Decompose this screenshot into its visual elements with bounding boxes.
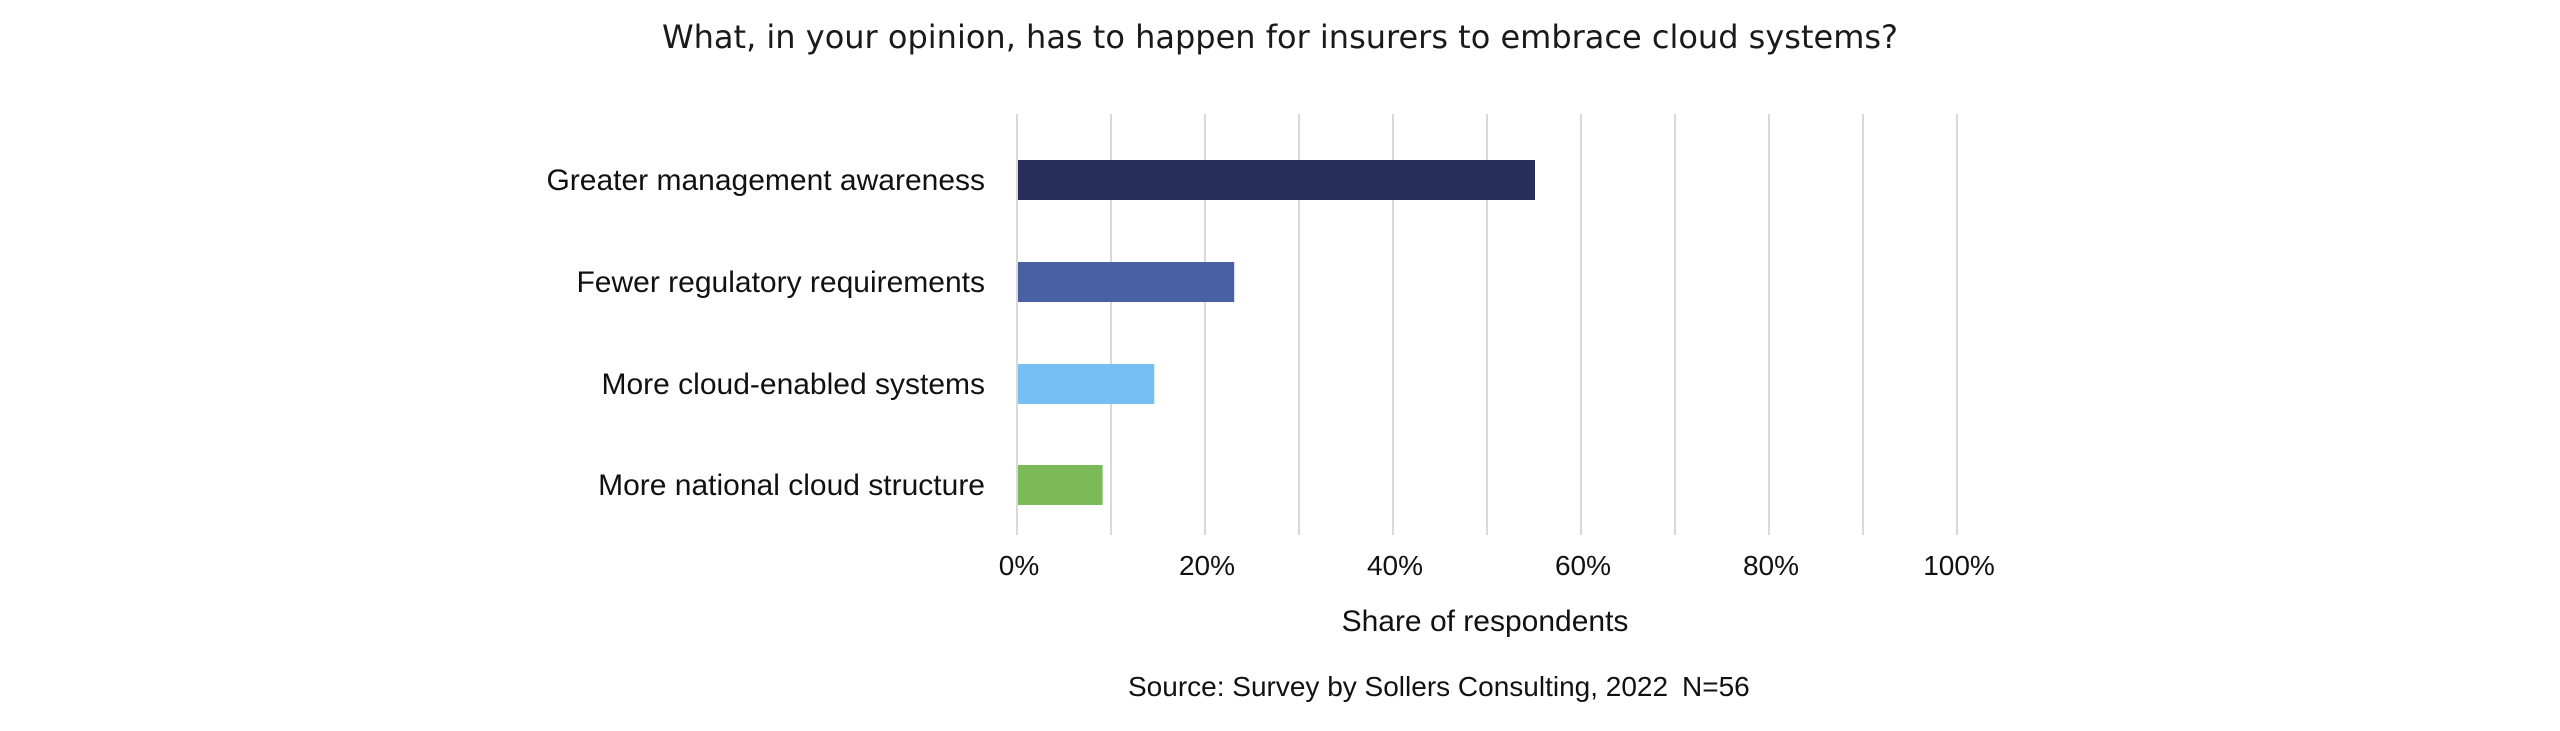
bars (1018, 160, 1535, 505)
x-tick-label: 40% (1367, 550, 1423, 581)
bar (1018, 160, 1535, 200)
sample-size: N=56 (1682, 671, 1750, 702)
category-label: More cloud-enabled systems (601, 368, 985, 401)
category-labels: Greater management awareness Fewer regula… (546, 164, 985, 502)
category-label: Greater management awareness (546, 164, 985, 197)
x-tick-label: 20% (1179, 550, 1235, 581)
bar (1018, 465, 1103, 505)
bar (1018, 262, 1235, 302)
x-tick-labels: 0% 20% 40% 60% 80% 100% (999, 550, 1995, 581)
x-tick-label: 100% (1923, 550, 1995, 581)
source-note: Source: Survey by Sollers Consulting, 20… (1128, 671, 1669, 702)
bar (1018, 364, 1155, 404)
category-label: Fewer regulatory requirements (576, 266, 985, 299)
x-tick-label: 80% (1743, 550, 1799, 581)
chart-title: What, in your opinion, has to happen for… (661, 18, 1899, 56)
category-label: More national cloud structure (598, 469, 985, 502)
x-tick-label: 0% (999, 550, 1039, 581)
x-axis-title: Share of respondents (1342, 605, 1629, 638)
x-tick-label: 60% (1555, 550, 1611, 581)
